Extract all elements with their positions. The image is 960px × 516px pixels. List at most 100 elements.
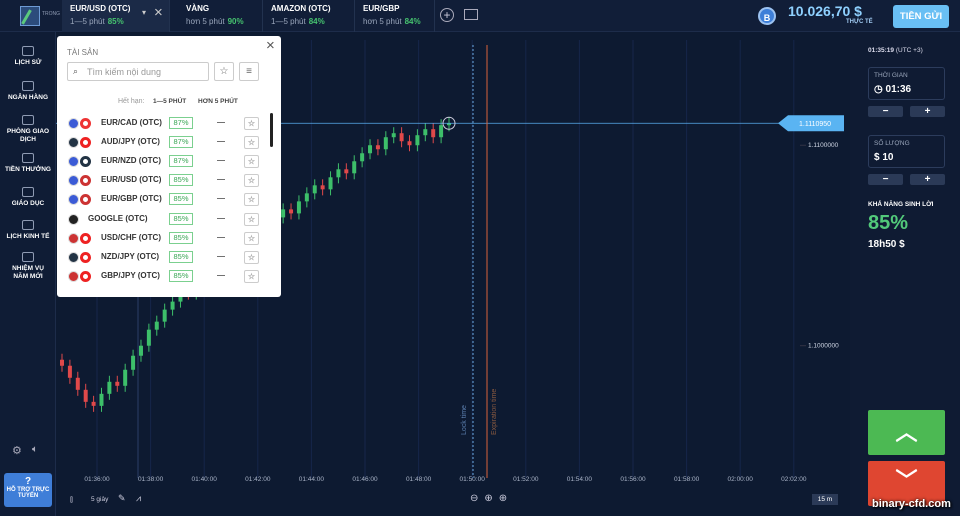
time-label: THỜI GIAN <box>874 72 908 79</box>
amount-plus[interactable]: + <box>910 174 945 185</box>
tab-expiry: 1—5 phút 84% <box>271 17 354 26</box>
sidebar-icon <box>22 187 34 197</box>
asset-change: — <box>217 251 225 261</box>
close-tab[interactable]: × <box>154 4 163 21</box>
candle-body <box>281 209 286 218</box>
asset-row[interactable]: GOOGLE (OTC) 85% — ☆ <box>57 210 281 229</box>
sidebar-icon <box>22 81 34 91</box>
chart-type-icon[interactable]: ⫾ <box>70 494 73 504</box>
flag <box>68 251 79 263</box>
asset-change: — <box>217 213 225 223</box>
asset-row[interactable]: NZD/JPY (OTC) 85% — ☆ <box>57 248 281 267</box>
candle-body <box>407 141 412 146</box>
deposit-button[interactable]: TIỀN GỬI <box>893 5 949 28</box>
sidebar-item[interactable]: LỊCH KINH TẾ <box>0 220 56 241</box>
account-icon[interactable]: B <box>758 7 776 25</box>
candle-body <box>67 365 72 378</box>
x-tick-label: 01:36:00 <box>84 476 110 483</box>
candle-body <box>115 381 120 386</box>
candle-body <box>138 345 143 356</box>
asset-row[interactable]: USD/CHF (OTC) 85% — ☆ <box>57 229 281 248</box>
asset-payout: 85% <box>169 269 193 282</box>
indicator-tool[interactable]: ⩘ <box>136 493 142 503</box>
profit-amount: 18h50 $ <box>868 239 905 250</box>
amount-box[interactable]: SỐ LƯỢNG $ 10 <box>868 135 945 168</box>
candle-body <box>423 129 428 136</box>
sidebar-item[interactable]: NGÂN HÀNG <box>0 81 56 102</box>
asset-row[interactable]: EUR/CAD (OTC) 87% — ☆ <box>57 114 281 133</box>
candle-body <box>344 169 349 174</box>
sidebar-icon <box>22 252 34 262</box>
asset-change: — <box>217 175 225 185</box>
sidebar-label: TIỀN THƯỞNG <box>5 166 51 173</box>
put-button[interactable]: ﹀ <box>868 461 945 506</box>
expiry-option[interactable]: HƠN 5 PHÚT <box>198 98 238 105</box>
tab-expiry-text: hơn 5 phút <box>363 17 402 26</box>
candle-body <box>83 389 88 402</box>
favorite-star[interactable]: ☆ <box>244 155 259 169</box>
balance[interactable]: 10.026,70 $ <box>788 3 862 19</box>
close-panel[interactable]: × <box>266 37 275 54</box>
candle-body <box>107 381 112 394</box>
asset-tab[interactable]: EUR/GBP hơn 5 phút 84% <box>355 0 435 32</box>
asset-row[interactable]: EUR/NZD (OTC) 87% — ☆ <box>57 152 281 171</box>
dropdown-arrow[interactable]: ▾ <box>142 8 147 17</box>
clock: 01:35:19 <box>868 47 895 54</box>
add-tab[interactable]: + <box>440 8 454 22</box>
flag <box>68 213 79 225</box>
draw-tool[interactable]: ✎ <box>118 493 126 503</box>
time-minus[interactable]: − <box>868 106 903 117</box>
zoom-controls[interactable]: ⊖⊕⊕ <box>470 493 514 504</box>
asset-tab[interactable]: AMAZON (OTC) 1—5 phút 84% <box>263 0 355 32</box>
asset-payout: 87% <box>169 136 193 149</box>
asset-name: GBP/JPY (OTC) <box>101 270 160 280</box>
favorite-star[interactable]: ☆ <box>244 212 259 226</box>
filter-button[interactable]: ≡ <box>239 62 259 81</box>
sidebar-item[interactable]: NHIỆM VỤ NĂM MỚI <box>0 252 56 281</box>
call-button[interactable]: ︿ <box>868 410 945 455</box>
asset-name: EUR/NZD (OTC) <box>101 156 161 166</box>
sidebar-item[interactable]: PHÒNG GIAO DỊCH <box>0 115 56 144</box>
interval[interactable]: 5 giây <box>91 496 109 503</box>
sidebar-item[interactable]: GIÁO DỤC <box>0 187 56 208</box>
assets-panel: TÀI SẢN × ⌕ Tìm kiếm nội dung ☆ ≡ Hết hạn… <box>57 36 281 297</box>
favorite-star[interactable]: ☆ <box>244 117 259 130</box>
asset-row[interactable]: GBP/JPY (OTC) 85% — ☆ <box>57 267 281 286</box>
sidebar-label: PHÒNG GIAO DỊCH <box>6 128 50 143</box>
amount-label: SỐ LƯỢNG <box>874 140 910 147</box>
settings-icon[interactable]: ⚙ <box>12 445 22 457</box>
x-tick-label: 01:48:00 <box>406 476 432 483</box>
timezone: (UTC +3) <box>895 47 923 54</box>
asset-row[interactable]: EUR/USD (OTC) 85% — ☆ <box>57 171 281 190</box>
favorite-star[interactable]: ☆ <box>244 250 259 264</box>
account-type: THỰC TẾ <box>846 19 873 25</box>
help-button[interactable]: ? HỖ TRỢ TRỰC TUYẾN <box>4 473 52 507</box>
favorites-filter[interactable]: ☆ <box>214 62 234 81</box>
sidebar-item[interactable]: TIỀN THƯỞNG <box>0 153 56 174</box>
asset-tab[interactable]: VÀNG hơn 5 phút 90% <box>178 0 263 32</box>
candle-body <box>336 169 341 178</box>
search-input[interactable]: ⌕ Tìm kiếm nội dung <box>67 62 209 81</box>
favorite-star[interactable]: ☆ <box>244 193 259 207</box>
favorite-star[interactable]: ☆ <box>244 136 259 150</box>
favorite-star[interactable]: ☆ <box>244 231 259 245</box>
favorite-star[interactable]: ☆ <box>244 269 259 283</box>
candle-body <box>99 393 104 406</box>
asset-row[interactable]: EUR/GBP (OTC) 85% — ☆ <box>57 190 281 209</box>
favorite-star[interactable]: ☆ <box>244 174 259 188</box>
tab-name: VÀNG <box>186 4 210 13</box>
sound-icon[interactable]: 🔈︎ <box>32 444 38 455</box>
amount-minus[interactable]: − <box>868 174 903 185</box>
asset-row[interactable]: AUD/JPY (OTC) 87% — ☆ <box>57 133 281 152</box>
candle-body <box>360 153 365 162</box>
current-price-label: 1.1110950 <box>799 121 831 128</box>
sidebar-item[interactable]: LỊCH SỬ <box>0 46 56 67</box>
time-plus[interactable]: + <box>910 106 945 117</box>
asset-tab[interactable]: EUR/USD (OTC) 1—5 phút 85% <box>62 0 170 32</box>
candle-body <box>328 177 333 190</box>
zoom-level[interactable]: 15 m <box>812 494 838 505</box>
expiry-option[interactable]: 1—5 PHÚT <box>153 98 187 105</box>
logo <box>20 6 40 26</box>
layout-button[interactable] <box>464 9 478 20</box>
time-box[interactable]: THỜI GIAN ◷ 01:36 <box>868 67 945 100</box>
